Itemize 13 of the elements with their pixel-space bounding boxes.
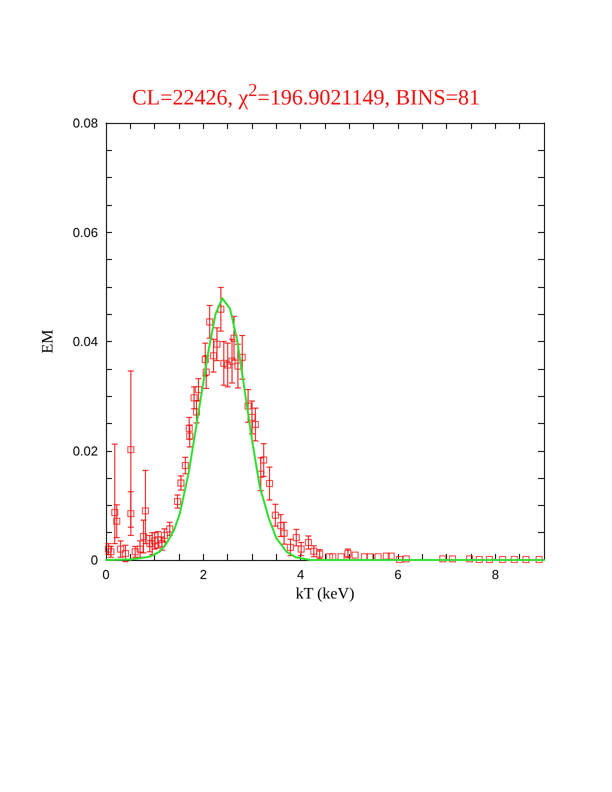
- x-tick-label: 6: [394, 567, 402, 582]
- x-tick-label: 2: [200, 567, 207, 582]
- y-tick-label: 0.04: [72, 334, 98, 349]
- x-tick-label: 0: [102, 567, 110, 582]
- y-tick-label: 0.02: [72, 443, 98, 458]
- y-tick-label: 0.06: [72, 224, 98, 240]
- x-tick-label: 4: [297, 567, 304, 582]
- y-tick-label: 0.08: [72, 116, 98, 130]
- x-axis-title: kT (keV): [296, 585, 354, 602]
- y-tick-label: 0: [90, 552, 98, 568]
- chart-title: CL=22426, χ$^{2}$=196.9021149, BINS=81: [130, 80, 482, 110]
- y-axis-title: EM: [40, 330, 56, 354]
- x-tick-label: 8: [492, 567, 499, 582]
